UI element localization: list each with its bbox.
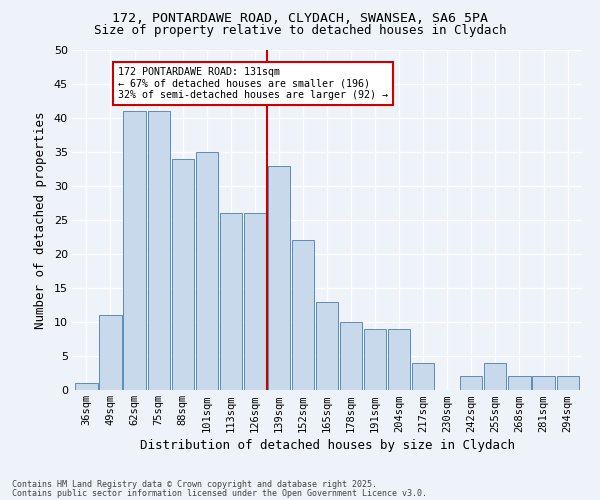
Text: 172, PONTARDAWE ROAD, CLYDACH, SWANSEA, SA6 5PA: 172, PONTARDAWE ROAD, CLYDACH, SWANSEA, … xyxy=(112,12,488,26)
Text: Size of property relative to detached houses in Clydach: Size of property relative to detached ho… xyxy=(94,24,506,37)
Bar xyxy=(484,363,506,390)
Bar xyxy=(124,111,146,390)
Y-axis label: Number of detached properties: Number of detached properties xyxy=(34,112,47,329)
X-axis label: Distribution of detached houses by size in Clydach: Distribution of detached houses by size … xyxy=(139,438,515,452)
Bar xyxy=(100,315,122,390)
Bar xyxy=(196,152,218,390)
Bar xyxy=(148,111,170,390)
Bar xyxy=(76,383,98,390)
Text: 172 PONTARDAWE ROAD: 131sqm
← 67% of detached houses are smaller (196)
32% of se: 172 PONTARDAWE ROAD: 131sqm ← 67% of det… xyxy=(118,67,388,100)
Bar xyxy=(364,329,386,390)
Bar xyxy=(340,322,362,390)
Bar xyxy=(532,376,554,390)
Bar xyxy=(268,166,290,390)
Text: Contains public sector information licensed under the Open Government Licence v3: Contains public sector information licen… xyxy=(12,488,427,498)
Bar xyxy=(508,376,530,390)
Bar xyxy=(460,376,482,390)
Bar xyxy=(172,159,194,390)
Bar xyxy=(316,302,338,390)
Bar xyxy=(557,376,578,390)
Bar xyxy=(412,363,434,390)
Bar xyxy=(244,213,266,390)
Bar xyxy=(292,240,314,390)
Bar xyxy=(220,213,242,390)
Text: Contains HM Land Registry data © Crown copyright and database right 2025.: Contains HM Land Registry data © Crown c… xyxy=(12,480,377,489)
Bar xyxy=(388,329,410,390)
